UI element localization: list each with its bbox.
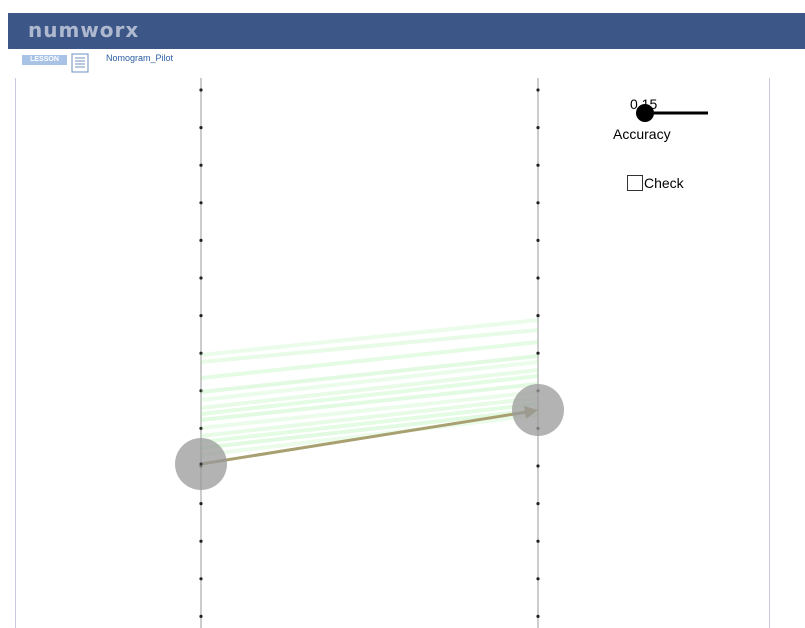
lesson-badge: LESSON [22, 55, 67, 65]
axis-tick [199, 163, 203, 167]
accuracy-slider-thumb[interactable] [636, 104, 654, 122]
axis-ticks [199, 88, 540, 619]
axis-tick [199, 126, 203, 130]
axis-tick [199, 201, 203, 205]
app-header: numworx [8, 13, 805, 49]
axis-tick [536, 88, 540, 92]
axis-tick [536, 126, 540, 130]
axis-tick [199, 314, 203, 318]
axis-tick [536, 201, 540, 205]
accuracy-label: Accuracy [613, 126, 671, 142]
trail-line [200, 396, 539, 438]
trail-line [200, 402, 539, 444]
left-handle-point [199, 462, 203, 466]
check-checkbox[interactable] [627, 175, 643, 191]
applet-panel [15, 78, 770, 628]
axis-tick [199, 389, 203, 393]
axis-tick [199, 276, 203, 280]
check-control[interactable]: Check [627, 175, 684, 191]
trail-line [200, 340, 539, 380]
axis-tick [199, 88, 203, 92]
axis-tick [199, 351, 203, 355]
accuracy-value: 0.15 [630, 96, 658, 112]
axis-tick [536, 502, 540, 506]
axis-tick [199, 577, 203, 581]
trail-line [200, 382, 539, 422]
axis-tick [199, 539, 203, 543]
axis-tick [536, 351, 540, 355]
trail-line [200, 408, 539, 450]
connection-arrow [200, 410, 528, 466]
axis-tick [536, 276, 540, 280]
check-label[interactable]: Check [644, 175, 684, 191]
trail-line [200, 328, 539, 364]
trail-lines [200, 318, 539, 457]
trail-line [200, 390, 539, 430]
trail-line [200, 354, 539, 394]
axis-tick [199, 614, 203, 619]
trail-line [200, 318, 539, 357]
right-handle[interactable] [512, 384, 564, 436]
axis-tick [199, 502, 203, 506]
axis-tick [199, 426, 203, 430]
lesson-name-link[interactable]: Nomogram_Pilot [106, 53, 174, 63]
axis-tick [199, 238, 203, 242]
trail-line [200, 413, 539, 457]
axis-tick [536, 464, 540, 468]
axis-tick [536, 614, 540, 619]
axis-tick [536, 577, 540, 581]
axis-tick [536, 163, 540, 167]
trail-line [200, 368, 539, 410]
lesson-document-icon[interactable] [71, 53, 89, 73]
trail-line [200, 374, 539, 416]
axis-tick [536, 238, 540, 242]
trail-line [200, 360, 539, 402]
numworx-logo: numworx [28, 18, 140, 42]
axis-tick [536, 314, 540, 318]
axis-tick [536, 539, 540, 543]
